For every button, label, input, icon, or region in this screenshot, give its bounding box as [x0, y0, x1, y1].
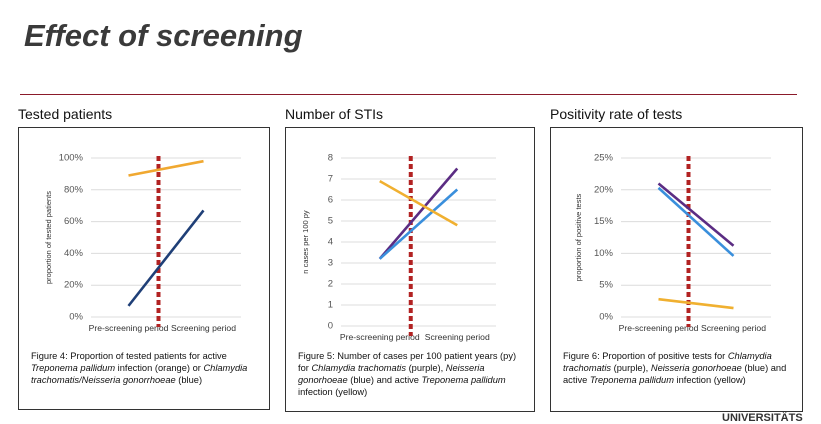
divider	[20, 94, 797, 95]
y-tick-label: 0	[328, 321, 333, 332]
y-tick-label: 15%	[594, 216, 614, 227]
y-axis-label: proportion of positive tests	[574, 193, 583, 281]
y-tick-label: 0%	[69, 312, 83, 323]
y-tick-label: 7	[328, 174, 333, 185]
chart-panel: 0% 5% 10% 15% 20% 25% proportion of positive t…	[550, 127, 803, 412]
y-tick-label: 25%	[594, 153, 614, 164]
series-line	[127, 209, 205, 307]
chart: 0% 20% 40% 60% 80% 100% proportion of tested p…	[44, 153, 241, 333]
series-line	[657, 186, 735, 257]
panel-title: Number of STIs	[285, 106, 384, 122]
caption-segment: Figure 6: Proportion of positive tests f…	[563, 351, 728, 361]
caption-segment: Treponema pallidum	[589, 375, 674, 385]
y-axis-label: n cases per 100 py	[301, 210, 310, 274]
slide-title: Effect of screening	[24, 18, 303, 53]
x-tick-label: Pre-screening period	[618, 323, 699, 333]
caption-segment: Figure 5: Number of cases per 100 patien…	[298, 351, 517, 373]
y-tick-label: 0%	[599, 312, 613, 323]
caption-segment: infection (orange) or	[115, 363, 204, 373]
x-tick-label: Pre-screening period	[88, 323, 169, 333]
chart: 0% 5% 10% 15% 20% 25% proportion of positive t…	[574, 153, 771, 333]
figure-caption: Figure 4: Proportion of tested patients …	[31, 350, 263, 386]
x-tick-label: Screening period	[701, 323, 766, 333]
y-tick-label: 5	[328, 216, 333, 227]
x-tick-label-box: Screening period	[424, 332, 490, 342]
caption-segment: Treponema pallidum	[31, 363, 116, 373]
caption-segment: (purple),	[406, 363, 446, 373]
y-tick-label: 20%	[64, 280, 84, 291]
y-tick-label: 3	[328, 258, 333, 269]
y-tick-label: 5%	[599, 280, 613, 291]
y-axis-label: proportion of tested patients	[44, 191, 53, 284]
caption-segment: Neisseria gonorhoeae	[298, 363, 485, 385]
y-tick-label: 80%	[64, 184, 84, 195]
y-tick-label: 2	[328, 279, 333, 290]
chart-panel: 0% 20% 40% 60% 80% 100% proportion of tested p…	[18, 127, 270, 410]
footer-logo-text: UNIVERSITÄTS	[722, 412, 803, 424]
y-tick-label: 40%	[64, 248, 84, 259]
y-tick-label: 1	[328, 300, 333, 311]
x-tick-label-box: Pre-screening period	[618, 323, 699, 333]
caption-segment: (blue) and active	[563, 363, 787, 385]
series-line	[378, 167, 459, 260]
x-tick-label: Screening period	[424, 332, 490, 342]
y-tick-label: 60%	[64, 216, 84, 227]
chart: 0 1 2 3 4 5 6 7 8 n cases per 100 py Pre-screening…	[301, 153, 496, 342]
x-tick-label-box: Pre-screening period	[88, 323, 169, 333]
y-tick-label: 20%	[594, 184, 614, 195]
y-tick-label: 100%	[59, 153, 84, 164]
figure-caption: Figure 6: Proportion of positive tests f…	[563, 350, 795, 386]
caption-segment: Figure 4: Proportion of tested patients …	[31, 351, 227, 361]
caption-segment: Neisseria gonorhoeae	[650, 363, 742, 373]
caption-segment: Chlamydia trachomatis	[311, 363, 406, 373]
x-tick-label-box: Pre-screening period	[339, 332, 420, 342]
series-line	[379, 179, 458, 227]
x-tick-label-box: Screening period	[701, 323, 766, 333]
y-tick-label: 4	[328, 237, 333, 248]
y-tick-label: 8	[328, 153, 333, 164]
caption-segment: Treponema pallidum	[421, 375, 506, 385]
y-tick-label: 10%	[594, 248, 614, 259]
x-tick-label-box: Screening period	[171, 323, 236, 333]
caption-segment: (purple),	[611, 363, 651, 373]
series-line	[657, 182, 735, 247]
series-line	[378, 188, 459, 260]
series-line	[128, 159, 204, 177]
series-line	[658, 297, 734, 310]
panel-title: Positivity rate of tests	[550, 106, 683, 122]
caption-segment: (blue)	[175, 375, 203, 385]
x-tick-label: Screening period	[171, 323, 236, 333]
figure-caption: Figure 5: Number of cases per 100 patien…	[298, 350, 526, 398]
caption-segment: infection (yellow)	[673, 375, 746, 385]
caption-segment: Chlamydia trachomatis	[563, 351, 772, 373]
caption-segment: Chlamydia trachomatis/Neisseria gonorrho…	[31, 363, 248, 385]
chart-panel: 0 1 2 3 4 5 6 7 8 n cases per 100 py Pre-screening…	[285, 127, 535, 412]
caption-segment: (blue) and active	[347, 375, 422, 385]
panel-title: Tested patients	[18, 106, 113, 122]
y-tick-label: 6	[328, 195, 333, 206]
x-tick-label: Pre-screening period	[339, 332, 420, 342]
caption-segment: infection (yellow)	[298, 387, 368, 397]
